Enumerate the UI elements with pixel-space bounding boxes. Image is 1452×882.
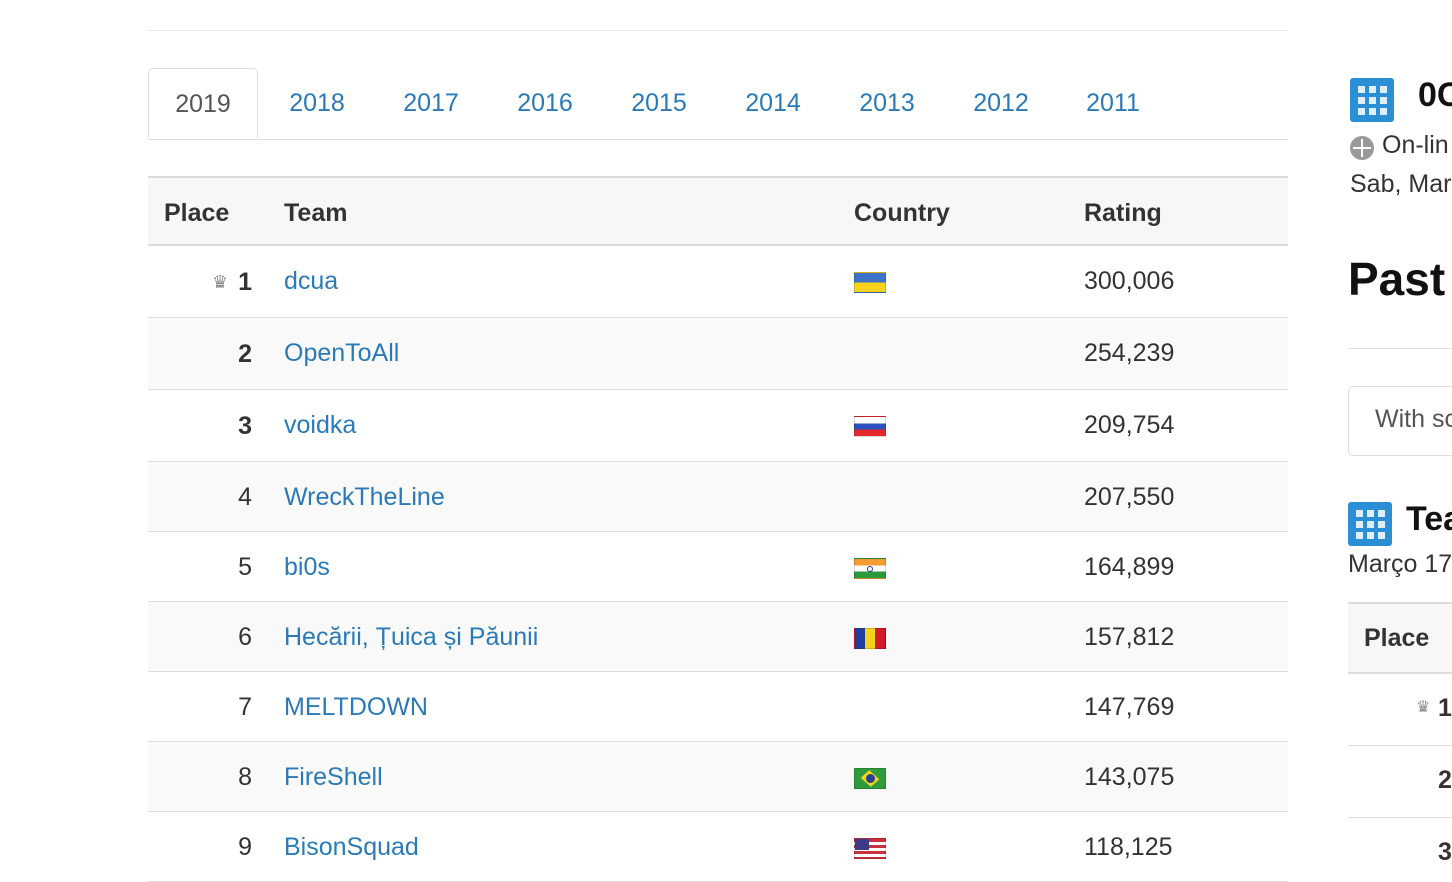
ukraine-flag-icon	[854, 272, 886, 293]
sidebar-place-number: 2	[1438, 766, 1452, 794]
year-tabs: 2019 2018 2017 2016 2015 2014 2013 2012 …	[148, 68, 1288, 140]
rating-cell: 157,812	[1084, 623, 1175, 651]
table-row: 6 Hecării, Țuica și Păunii 157,812	[148, 602, 1288, 672]
team-link[interactable]: bi0s	[284, 553, 330, 581]
table-row: ♛ 1 dcua 300,006	[148, 246, 1288, 318]
tab-2014[interactable]: 2014	[745, 89, 801, 117]
sidebar-table-row: ♛ 1	[1348, 674, 1452, 746]
india-flag-icon	[854, 558, 886, 579]
table-row: 5 bi0s 164,899	[148, 532, 1288, 602]
team-heading: Tea	[1406, 500, 1452, 538]
rating-cell: 209,754	[1084, 411, 1175, 439]
event-title-link[interactable]: 0C	[1418, 76, 1452, 114]
sidebar-place-number: 3	[1438, 838, 1452, 866]
rating-cell: 254,239	[1084, 339, 1175, 367]
column-header-country: Country	[854, 199, 950, 227]
tab-2013[interactable]: 2013	[859, 89, 915, 117]
crown-icon: ♛	[211, 272, 229, 292]
sidebar-table-header: Place	[1348, 602, 1452, 674]
place-cell: ♛ 1	[148, 246, 252, 318]
brazil-flag-icon	[854, 768, 886, 789]
place-cell: 5	[238, 553, 252, 581]
table-row: 7 MELTDOWN 147,769	[148, 672, 1288, 742]
column-header-rating: Rating	[1084, 199, 1162, 227]
place-cell: 4	[238, 483, 252, 511]
rating-cell: 118,125	[1084, 833, 1173, 861]
place-cell: 7	[238, 693, 252, 721]
scores-tab-label: With sc	[1375, 405, 1452, 433]
sidebar-table-row: 3	[1348, 818, 1452, 878]
place-cell: 2	[238, 340, 252, 368]
top-divider	[148, 30, 1288, 31]
team-link[interactable]: MELTDOWN	[284, 693, 428, 721]
team-link[interactable]: BisonSquad	[284, 833, 419, 861]
tab-2015[interactable]: 2015	[631, 89, 687, 117]
place-cell: 6	[238, 623, 252, 651]
tab-2018[interactable]: 2018	[289, 89, 345, 117]
place-number: 1	[238, 268, 252, 296]
tab-2012[interactable]: 2012	[973, 89, 1029, 117]
table-row: 2 OpenToAll 254,239	[148, 318, 1288, 390]
ranking-table: Place Team Country Rating ♛ 1 dcua 300,00…	[148, 176, 1288, 882]
column-header-place: Place	[164, 199, 230, 227]
rating-cell: 300,006	[1084, 267, 1175, 295]
table-row: 4 WreckTheLine 207,550	[148, 462, 1288, 532]
sidebar-table-row: 2	[1348, 746, 1452, 818]
tab-2019[interactable]: 2019	[148, 68, 258, 138]
tab-2011[interactable]: 2011	[1086, 89, 1140, 117]
tab-2017[interactable]: 2017	[403, 89, 459, 117]
past-events-heading: Past	[1348, 253, 1446, 305]
team-grid-icon	[1348, 502, 1392, 546]
event-date: Sab, Mar	[1350, 170, 1452, 198]
place-cell: 9	[238, 833, 252, 861]
romania-flag-icon	[854, 628, 886, 649]
team-link[interactable]: Hecării, Țuica și Păunii	[284, 623, 539, 651]
table-row: 9 BisonSquad 118,125	[148, 812, 1288, 882]
rating-cell: 164,899	[1084, 553, 1175, 581]
team-link[interactable]: voidka	[284, 411, 357, 439]
rating-cell: 147,769	[1084, 693, 1175, 721]
event-format: On-lin	[1382, 131, 1449, 159]
right-sidebar: 0C On-lin Sab, Mar Past With sc Tea Març…	[1348, 0, 1452, 878]
scores-tab[interactable]: With sc	[1348, 386, 1452, 456]
tab-2016[interactable]: 2016	[517, 89, 573, 117]
rating-cell: 207,550	[1084, 483, 1175, 511]
russia-flag-icon	[854, 416, 886, 437]
team-link[interactable]: FireShell	[284, 763, 383, 791]
column-header-team: Team	[284, 199, 348, 227]
place-cell: 3	[238, 412, 252, 440]
event-grid-icon	[1350, 78, 1394, 122]
team-link[interactable]: WreckTheLine	[284, 483, 445, 511]
table-header: Place Team Country Rating	[148, 176, 1288, 246]
sidebar-column-header-place: Place	[1364, 624, 1430, 652]
place-cell: 8	[238, 763, 252, 791]
crown-icon: ♛	[1416, 699, 1431, 716]
sidebar-place-number: 1	[1438, 694, 1452, 722]
rating-cell: 143,075	[1084, 763, 1175, 791]
table-row: 8 FireShell 143,075	[148, 742, 1288, 812]
team-link[interactable]: OpenToAll	[284, 339, 400, 367]
table-row: 3 voidka 209,754	[148, 390, 1288, 462]
team-date: Março 17	[1348, 550, 1452, 578]
globe-icon	[1350, 136, 1374, 160]
usa-flag-icon	[854, 838, 886, 859]
team-link[interactable]: dcua	[284, 267, 339, 295]
sidebar-divider	[1348, 348, 1452, 349]
